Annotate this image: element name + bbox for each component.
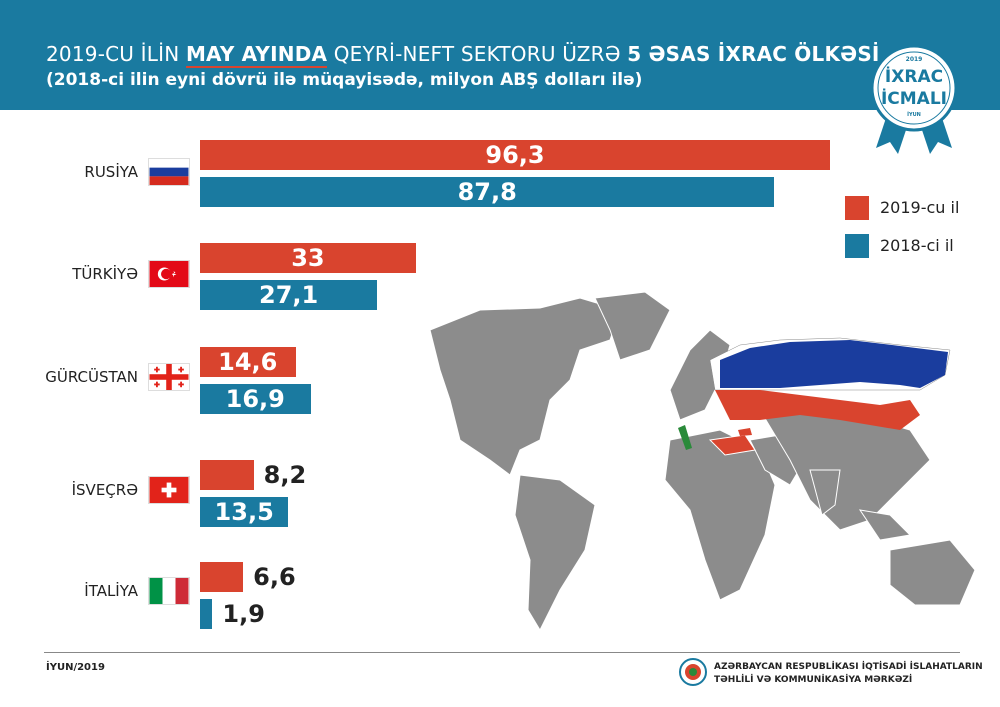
title-mid: QEYRİ-NEFT SEKTORU ÜZRƏ <box>333 42 621 66</box>
data-label-2018-4: 1,9 <box>222 600 265 628</box>
bar-2018-3 <box>200 497 289 527</box>
badge-line1: İXRAC <box>885 65 943 87</box>
category-label-georgia: GÜRCÜSTAN <box>45 368 138 386</box>
title-bold: 5 ƏSAS İXRAC ÖLKƏSİ <box>627 42 880 66</box>
map-russia-blue <box>720 340 948 388</box>
data-label-2018-1: 27,1 <box>259 281 319 309</box>
bar-2019-3 <box>200 460 254 490</box>
footer-org-line2: TƏHLİLİ VƏ KOMMUNİKASİYA MƏRKƏZİ <box>714 675 913 685</box>
chart-title: 2019-CU İLİN MAY AYINDA QEYRİ-NEFT SEKTO… <box>46 42 880 68</box>
badge-year: 2019 <box>906 56 923 63</box>
map-italy <box>678 425 692 450</box>
category-label-italy: İTALİYA <box>84 582 138 600</box>
map-greenland <box>594 291 671 361</box>
emblem-icon <box>679 658 707 686</box>
badge-month: İYUN <box>907 111 921 118</box>
flag-italy-icon <box>148 577 190 605</box>
flag-turkey-icon <box>148 260 190 288</box>
map-australia <box>889 539 976 606</box>
map-russia-red <box>715 390 920 430</box>
map-india <box>809 469 841 516</box>
legend-swatch-2019 <box>845 196 869 220</box>
footer-divider <box>44 652 960 653</box>
bar-2018-1 <box>200 280 378 310</box>
data-label-2019-3: 8,2 <box>263 461 307 489</box>
footer-organization: AZƏRBAYCAN RESPUBLİKASI İQTİSADİ İSLAHAT… <box>714 661 983 687</box>
bar-2018-4 <box>200 599 213 629</box>
title-prefix: 2019-CU İLİN <box>46 42 180 66</box>
data-label-2019-4: 6,6 <box>253 563 296 591</box>
bar-2018-0 <box>200 177 775 207</box>
category-label-turkey: TÜRKİYƏ <box>72 265 138 283</box>
bar-2019-2 <box>200 347 296 377</box>
export-review-badge: 2019 İXRAC İCMALI İYUN <box>870 44 958 154</box>
data-label-2019-2: 14,6 <box>218 348 278 376</box>
title-month: MAY AYINDA <box>185 42 328 68</box>
badge-line2: İCMALI <box>881 87 947 109</box>
flag-russia-icon <box>148 158 190 186</box>
flag-georgia-icon <box>148 363 190 391</box>
category-label-russia: RUSİYA <box>84 163 138 181</box>
bar-chart: 2019-cu il 2018-ci il RUSİYA TÜRKİYƏ GÜR… <box>0 110 1000 650</box>
header-banner: 2019-CU İLİN MAY AYINDA QEYRİ-NEFT SEKTO… <box>0 0 1000 110</box>
map-turkey <box>708 434 756 456</box>
data-label-2019-0: 96,3 <box>485 141 545 169</box>
map-georgia <box>738 428 752 436</box>
legend-swatch-2018 <box>845 234 869 258</box>
legend-label-2018: 2018-ci il <box>880 236 954 255</box>
footer-org-line1: AZƏRBAYCAN RESPUBLİKASI İQTİSADİ İSLAHAT… <box>714 662 983 672</box>
data-label-2018-2: 16,9 <box>225 385 285 413</box>
bar-2018-2 <box>200 384 311 414</box>
flag-switzerland-icon <box>148 476 190 504</box>
legend-label-2019: 2019-cu il <box>880 198 960 217</box>
map-south-america <box>514 474 596 632</box>
footer-date: İYUN/2019 <box>46 662 105 673</box>
data-label-2019-1: 33 <box>291 244 325 272</box>
category-label-switzerland: İSVEÇRƏ <box>71 481 138 499</box>
map-north-america <box>429 297 621 476</box>
bar-2019-1 <box>200 243 416 273</box>
data-label-2018-3: 13,5 <box>214 498 274 526</box>
world-map <box>429 291 976 632</box>
map-southeast-asia <box>858 509 912 541</box>
chart-subtitle: (2018-ci ilin eyni dövrü ilə müqayisədə,… <box>46 70 643 90</box>
bar-2019-0 <box>200 140 830 170</box>
data-label-2018-0: 87,8 <box>457 178 517 206</box>
bar-2019-4 <box>200 562 244 592</box>
